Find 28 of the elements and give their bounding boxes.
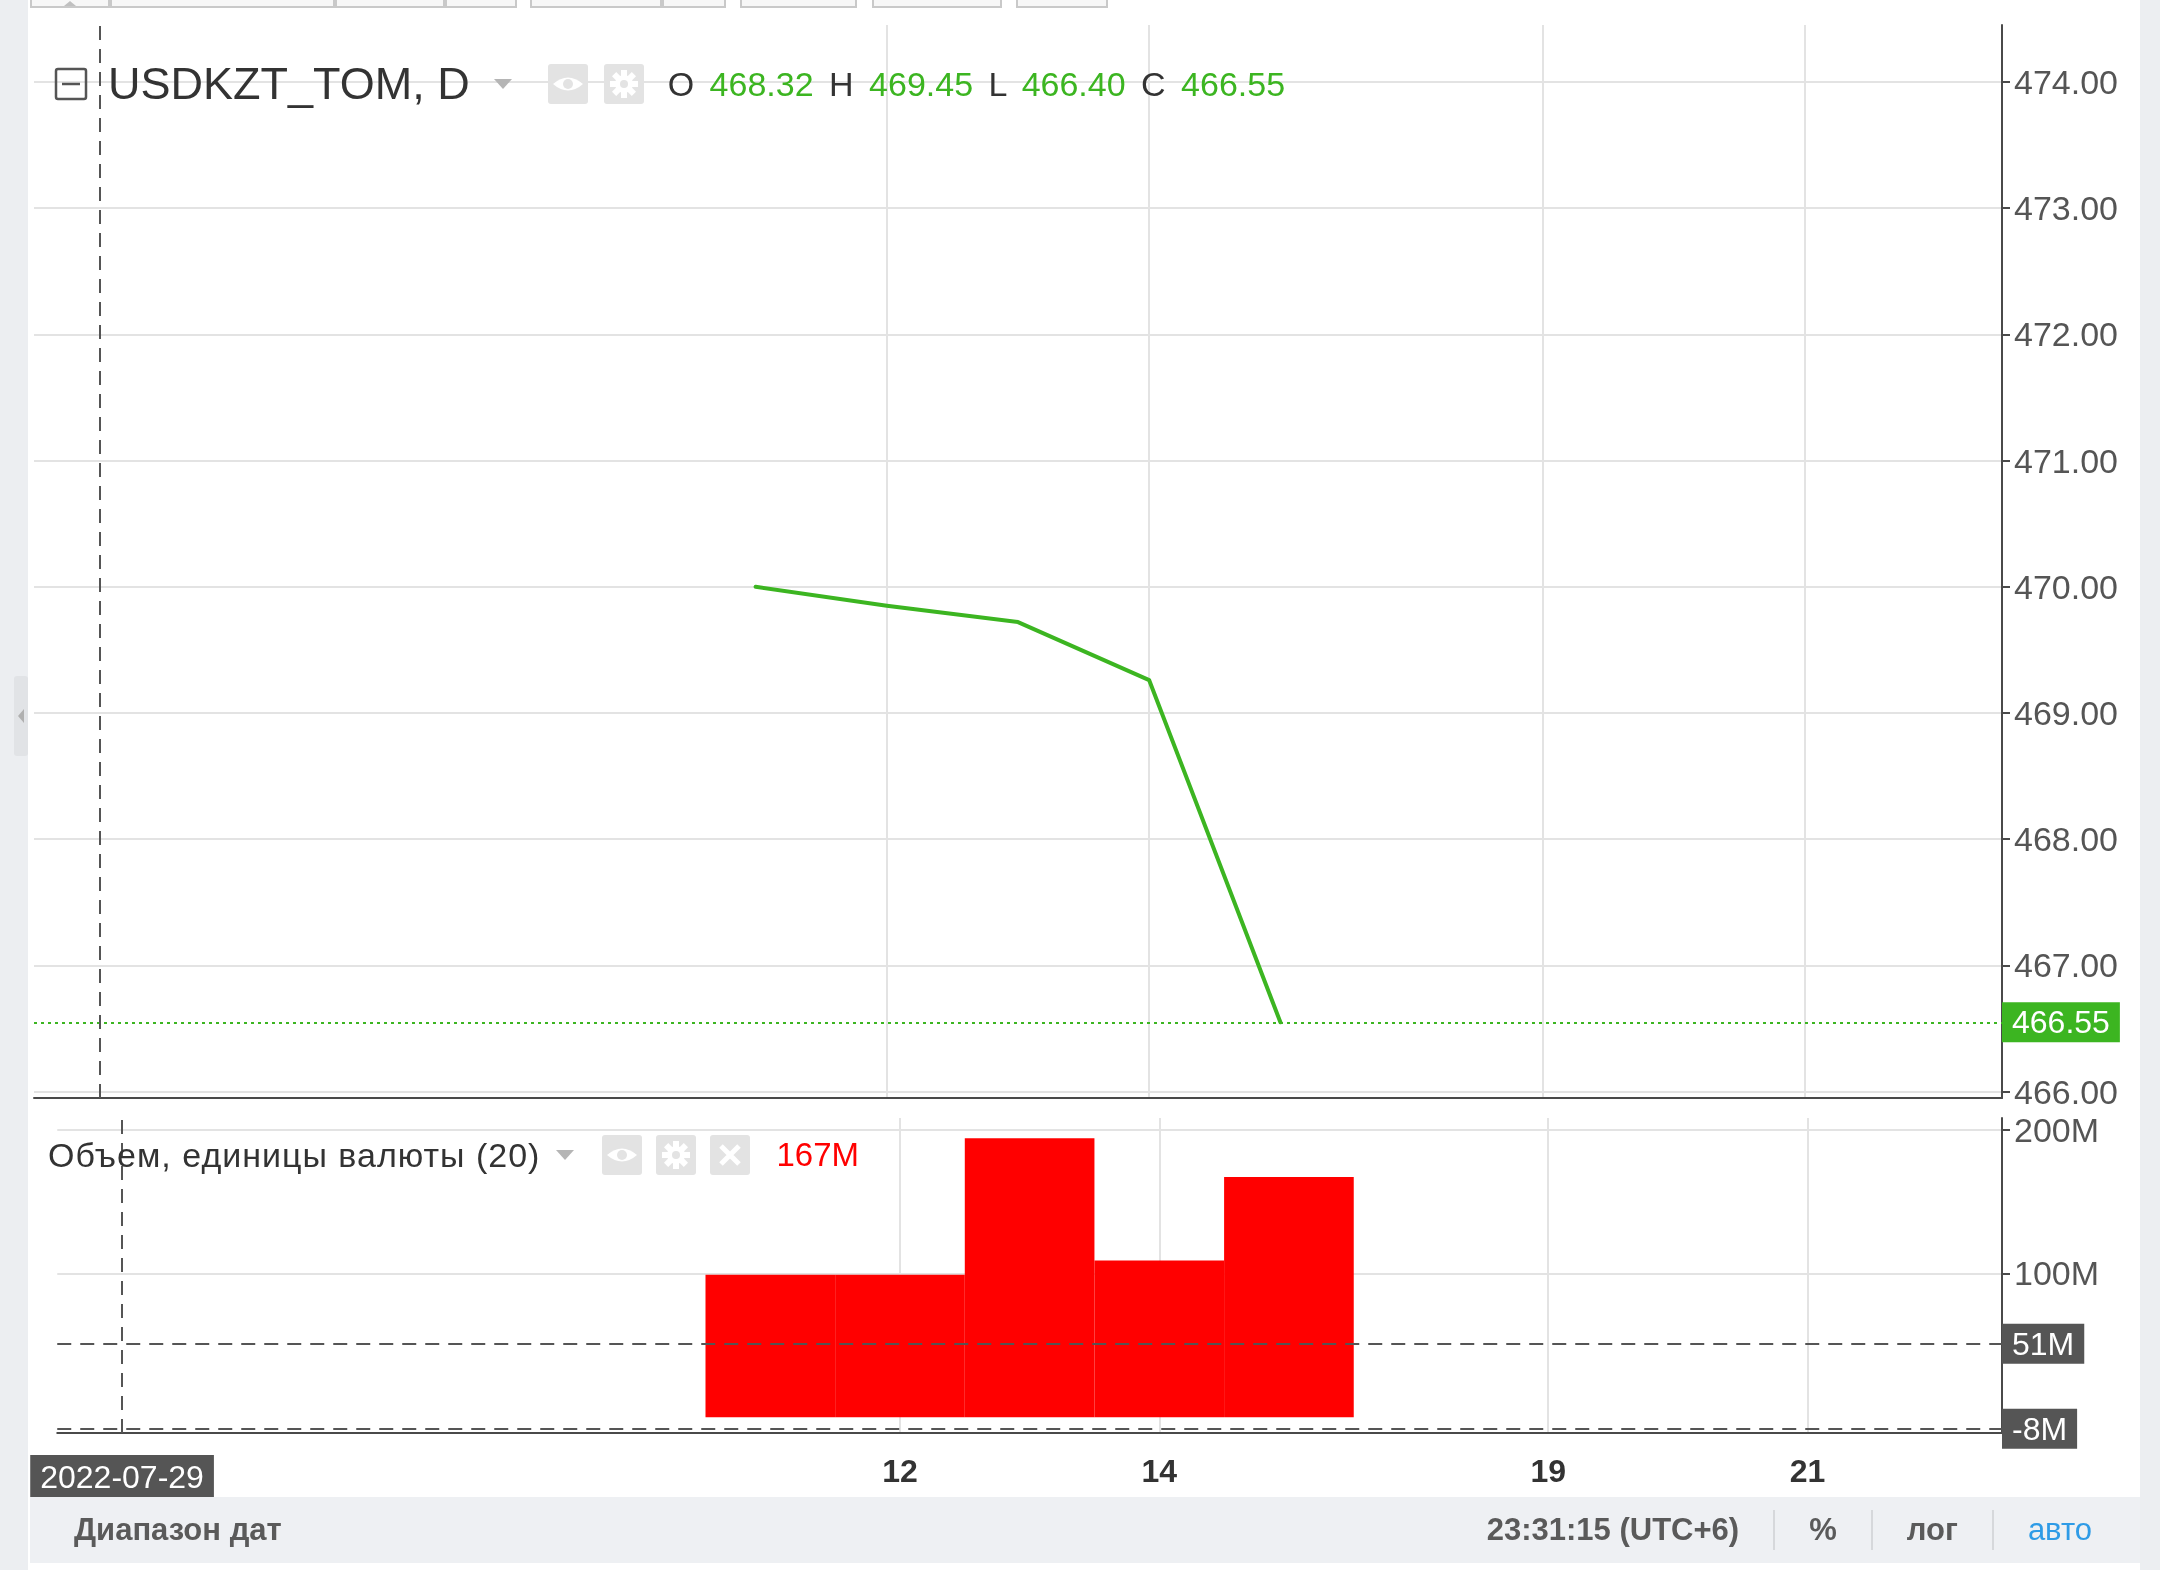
text: лог — [1870, 1510, 1992, 1550]
y-tick-label: 470.00 — [2014, 567, 2118, 606]
text: Диапазон дат — [73, 1511, 283, 1549]
x-tick-label: 2022-07-29 — [40, 1459, 204, 1495]
y-tick-label: 100M — [2014, 1254, 2100, 1293]
text: Объем, единицы валюты (20) — [48, 1135, 541, 1175]
text: % — [1773, 1510, 1871, 1550]
ref-line-label: 466.55 — [2012, 1004, 2110, 1041]
x-tick-label: 21 — [1789, 1453, 1826, 1489]
y-tick-label: 467.00 — [2014, 946, 2118, 985]
text: 23:31:15 (UTC+6) — [1485, 1511, 1741, 1549]
text: авто — [1991, 1510, 2126, 1550]
text: O 468.32 H 469.45 L 466.40 C 466.55 — [667, 64, 1286, 103]
y-tick-label: 471.00 — [2014, 441, 2118, 480]
y-tick-label: 468.00 — [2014, 820, 2118, 859]
x-tick-label: 19 — [1530, 1453, 1567, 1489]
text: 167M — [776, 1136, 859, 1173]
ref-line-label: -8M — [2012, 1410, 2068, 1447]
text: USDKZT_TOM, D — [108, 58, 470, 110]
x-tick-label: 12 — [882, 1453, 918, 1489]
y-tick-label: 474.00 — [2014, 62, 2118, 101]
ref-line-label: 51M — [2012, 1325, 2075, 1362]
x-tick-label: 14 — [1141, 1453, 1178, 1489]
y-tick-label: 466.00 — [2014, 1072, 2118, 1111]
y-tick-label: 472.00 — [2014, 315, 2118, 354]
y-tick-label: 200M — [2014, 1110, 2100, 1149]
y-tick-label: 469.00 — [2014, 693, 2118, 732]
y-tick-label: 473.00 — [2014, 189, 2118, 228]
